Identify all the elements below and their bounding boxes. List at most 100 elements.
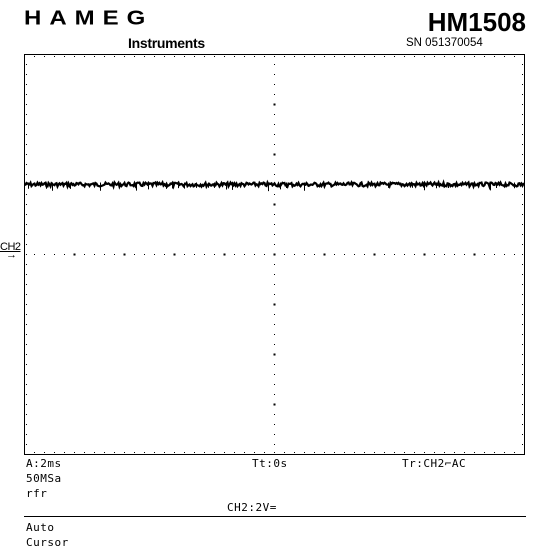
graticule-edge-tick <box>354 452 355 453</box>
graticule-edge-tick <box>424 56 425 57</box>
graticule-edge-tick <box>134 452 135 453</box>
graticule-tick <box>304 254 305 255</box>
graticule-edge-tick <box>134 56 135 57</box>
cursor-menu-item[interactable]: Cursor <box>26 536 69 549</box>
graticule-edge-tick <box>234 452 235 453</box>
graticule-edge-tick <box>464 56 465 57</box>
graticule-edge-tick <box>26 224 27 225</box>
graticule-edge-tick <box>474 452 475 453</box>
graticule-edge-tick <box>504 56 505 57</box>
graticule-tick <box>464 254 465 255</box>
trigger-source-readout: Tr:CH2⌐AC <box>402 457 467 470</box>
graticule-tick <box>274 84 275 85</box>
graticule-edge-tick <box>74 56 75 57</box>
graticule-tick <box>234 254 235 255</box>
graticule-dot <box>423 253 426 256</box>
menu-divider <box>24 516 526 517</box>
graticule-edge-tick <box>494 56 495 57</box>
graticule-edge-tick <box>234 56 235 57</box>
graticule-edge-tick <box>522 304 523 305</box>
oscilloscope-display <box>24 54 525 455</box>
graticule-dot <box>173 253 176 256</box>
graticule-tick <box>154 254 155 255</box>
graticule-edge-tick <box>244 452 245 453</box>
graticule-edge-tick <box>522 274 523 275</box>
graticule-edge-tick <box>354 56 355 57</box>
graticule-edge-tick <box>522 224 523 225</box>
graticule-edge-tick <box>26 114 27 115</box>
graticule-edge-tick <box>26 194 27 195</box>
graticule-edge-tick <box>26 434 27 435</box>
graticule-edge-tick <box>522 344 523 345</box>
graticule-edge-tick <box>26 174 27 175</box>
graticule-tick <box>254 254 255 255</box>
graticule-tick <box>274 414 275 415</box>
graticule-edge-tick <box>522 74 523 75</box>
graticule-tick <box>484 254 485 255</box>
graticule-edge-tick <box>26 214 27 215</box>
graticule-edge-tick <box>84 452 85 453</box>
graticule-edge-tick <box>474 56 475 57</box>
graticule-tick <box>114 254 115 255</box>
graticule-edge-tick <box>522 214 523 215</box>
graticule-dot <box>273 153 276 156</box>
graticule-edge-tick <box>264 452 265 453</box>
graticule-tick <box>194 254 195 255</box>
graticule-edge-tick <box>522 394 523 395</box>
graticule-edge-tick <box>114 56 115 57</box>
trigger-mode-menu-item[interactable]: Auto <box>26 521 55 534</box>
graticule-edge-tick <box>164 56 165 57</box>
graticule-edge-tick <box>224 56 225 57</box>
graticule-tick <box>274 344 275 345</box>
graticule-tick <box>274 294 275 295</box>
graticule-edge-tick <box>294 56 295 57</box>
graticule <box>73 103 476 406</box>
graticule-dot <box>373 253 376 256</box>
graticule-tick <box>384 254 385 255</box>
graticule-tick <box>184 254 185 255</box>
graticule-edge-tick <box>26 294 27 295</box>
graticule-tick <box>274 434 275 435</box>
graticule-edge-tick <box>494 452 495 453</box>
graticule-edge-tick <box>522 424 523 425</box>
graticule-tick <box>334 254 335 255</box>
graticule-edge-tick <box>224 452 225 453</box>
graticule-tick <box>274 314 275 315</box>
graticule-edge-tick <box>254 452 255 453</box>
graticule-edge-tick <box>26 354 27 355</box>
graticule-edge-tick <box>274 452 275 453</box>
graticule-edge-tick <box>522 174 523 175</box>
graticule-edge-tick <box>94 452 95 453</box>
graticule-tick <box>274 334 275 335</box>
graticule-edge-tick <box>26 404 27 405</box>
graticule-edge-tick <box>522 164 523 165</box>
graticule-edge-tick <box>522 104 523 105</box>
graticule-dot <box>273 403 276 406</box>
graticule-edge-tick <box>154 56 155 57</box>
graticule-tick <box>514 254 515 255</box>
graticule-edge-tick <box>424 452 425 453</box>
graticule-tick <box>274 194 275 195</box>
graticule-tick <box>274 444 275 445</box>
sample-rate-readout: 50MSa <box>26 472 62 485</box>
graticule-edge-tick <box>124 452 125 453</box>
graticule-edge-tick <box>34 56 35 57</box>
graticule-edge-tick <box>174 56 175 57</box>
graticule-edge-tick <box>464 452 465 453</box>
graticule-edge-tick <box>522 414 523 415</box>
graticule-edge-tick <box>154 452 155 453</box>
graticule-tick <box>274 214 275 215</box>
graticule-tick <box>214 254 215 255</box>
graticule-tick <box>504 254 505 255</box>
graticule-edge-tick <box>26 394 27 395</box>
graticule-edge-tick <box>394 56 395 57</box>
graticule-tick <box>274 384 275 385</box>
graticule-edge-tick <box>144 452 145 453</box>
graticule-edge-tick <box>84 56 85 57</box>
graticule-edge-tick <box>26 164 27 165</box>
graticule-edge-tick <box>404 452 405 453</box>
graticule-edge-tick <box>26 364 27 365</box>
graticule-edge-tick <box>44 56 45 57</box>
channel-marker-label: CH2 <box>0 241 21 253</box>
graticule-edge-tick <box>454 452 455 453</box>
